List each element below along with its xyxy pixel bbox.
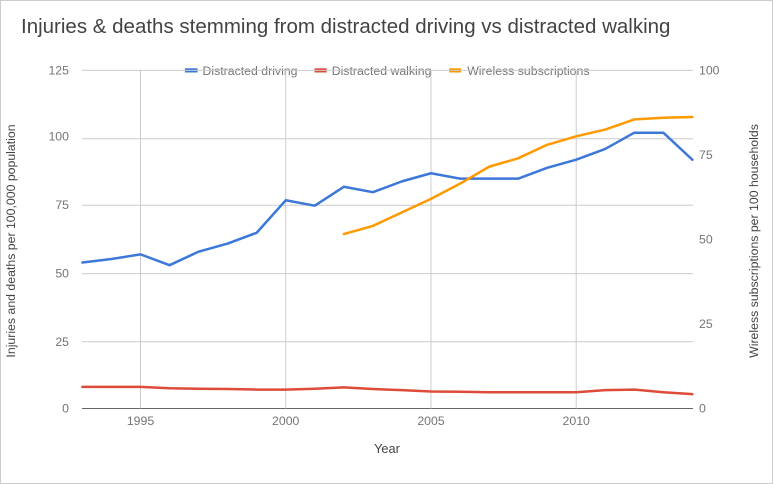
svg-text:0: 0 <box>62 402 69 416</box>
svg-text:1995: 1995 <box>127 414 155 428</box>
svg-text:25: 25 <box>55 335 69 349</box>
svg-text:Year: Year <box>374 441 401 456</box>
svg-text:125: 125 <box>48 63 69 77</box>
svg-text:2005: 2005 <box>417 414 445 428</box>
svg-text:Wireless subscriptions per 100: Wireless subscriptions per 100 household… <box>747 124 761 358</box>
svg-text:75: 75 <box>699 148 713 162</box>
svg-text:2010: 2010 <box>563 414 591 428</box>
svg-text:0: 0 <box>699 402 706 416</box>
svg-text:Injuries and deaths per 100,00: Injuries and deaths per 100,000 populati… <box>4 124 18 357</box>
svg-text:100: 100 <box>699 63 720 77</box>
svg-text:75: 75 <box>55 198 69 212</box>
svg-text:50: 50 <box>699 233 713 247</box>
svg-text:25: 25 <box>699 317 713 331</box>
svg-text:100: 100 <box>48 129 69 143</box>
svg-text:2000: 2000 <box>272 414 300 428</box>
svg-text:50: 50 <box>55 267 69 281</box>
